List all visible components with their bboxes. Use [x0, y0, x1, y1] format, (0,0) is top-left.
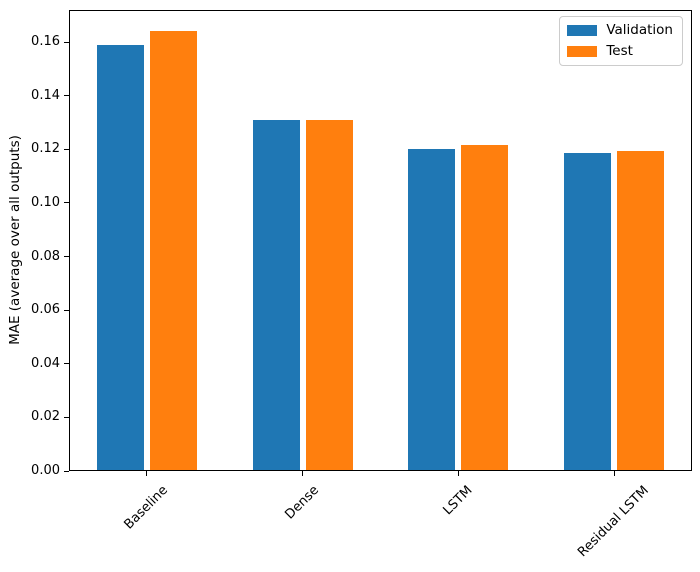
legend: Validation Test [559, 16, 683, 66]
y-tick-label: 0.02 [31, 409, 60, 425]
y-tick-mark [64, 256, 69, 258]
y-tick-label: 0.08 [31, 248, 60, 264]
bar-test-lstm [461, 145, 509, 471]
bar-validation-dense [252, 119, 300, 471]
y-tick-mark [64, 41, 69, 43]
y-tick-mark [64, 309, 69, 311]
x-tick-mark [613, 471, 615, 476]
y-tick-mark [64, 148, 69, 150]
y-tick-label: 0.10 [31, 194, 60, 210]
legend-item-test: Test [567, 43, 673, 59]
plot-area: Validation Test 0.00 0.02 0.04 0.06 0.08 0.10… [31, 10, 692, 560]
y-tick-mark [64, 416, 69, 418]
legend-swatch-validation-icon [567, 24, 598, 36]
y-tick-label: 0.06 [31, 302, 60, 318]
bar-test-residual-lstm [617, 150, 665, 471]
bar-test-dense [305, 119, 353, 471]
x-tick-label-lstm: LSTM [440, 483, 476, 519]
y-tick-mark [64, 95, 69, 97]
y-tick-label: 0.12 [31, 141, 60, 157]
y-tick-mark [64, 363, 69, 365]
y-tick-mark [64, 470, 69, 472]
x-tick-mark [302, 471, 304, 476]
x-tick-mark [146, 471, 148, 476]
y-tick-label: 0.16 [31, 34, 60, 50]
bar-validation-lstm [408, 148, 456, 471]
y-tick-mark [64, 202, 69, 204]
x-tick-mark [457, 471, 459, 476]
y-tick-label: 0.14 [31, 87, 60, 103]
legend-swatch-test-icon [567, 45, 598, 57]
legend-label-test: Test [606, 43, 633, 59]
bar-validation-baseline [96, 44, 144, 471]
bar-validation-residual-lstm [564, 153, 612, 471]
x-tick-label-residual-lstm: Residual LSTM [575, 483, 653, 560]
x-tick-label-baseline: Baseline [121, 482, 172, 533]
bar-test-baseline [149, 31, 197, 471]
legend-label-validation: Validation [606, 22, 673, 38]
y-tick-label: 0.04 [31, 355, 60, 371]
legend-item-validation: Validation [567, 22, 673, 38]
y-tick-label: 0.00 [31, 463, 60, 478]
x-tick-label-dense: Dense [282, 482, 323, 523]
